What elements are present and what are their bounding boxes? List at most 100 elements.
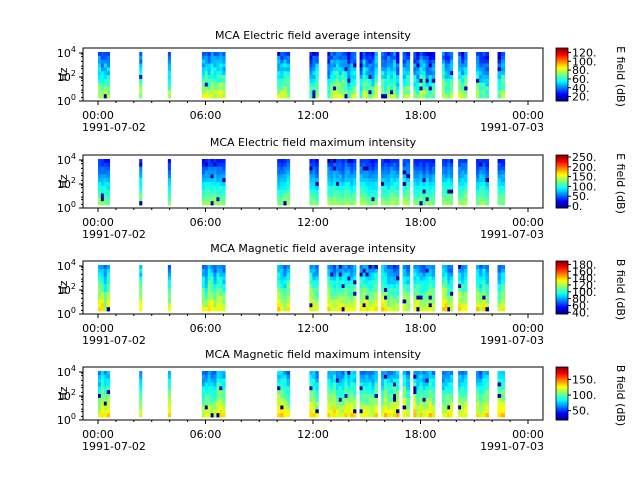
spectrogram-cell [479, 178, 483, 183]
spectrogram-cell [413, 394, 417, 399]
spectrogram-cell [359, 303, 363, 308]
spectrogram-cell [419, 193, 423, 198]
spectrogram-cell [390, 159, 394, 164]
spectrogram-cell [419, 55, 423, 61]
spectrogram-cell [207, 295, 212, 300]
spectrogram-cell [350, 409, 354, 414]
spectrogram-cell [98, 75, 102, 80]
spectrogram-cell [222, 299, 226, 304]
spectrogram-cell [371, 166, 375, 171]
spectrogram-cell [213, 189, 217, 194]
spectrogram-cell [476, 382, 480, 387]
spectrogram-cell [371, 59, 375, 64]
spectrogram-cell [365, 86, 369, 91]
spectrogram-cell [139, 401, 143, 406]
spectrogram-cell [464, 82, 468, 87]
spectrogram-cell [353, 397, 357, 403]
spectrogram-cell [396, 182, 400, 187]
spectrogram-cell [501, 59, 506, 64]
spectrogram-cell [338, 174, 343, 179]
spectrogram-cell [167, 90, 171, 95]
spectrogram-cell [422, 291, 427, 297]
spectrogram-cell [347, 82, 351, 87]
spectrogram-cell [277, 397, 281, 403]
spectrogram-cell [396, 413, 400, 418]
spectrogram-cell [350, 386, 354, 391]
spectrogram-cell [416, 303, 420, 308]
colorbar-segment [556, 296, 568, 299]
spectrogram-cell [333, 174, 337, 179]
spectrogram-cell [330, 63, 334, 68]
spectrogram-cell [482, 288, 486, 293]
spectrogram-cell [371, 67, 375, 72]
spectrogram-cell [387, 185, 391, 191]
spectrogram-cell [422, 401, 427, 406]
spectrogram-cell [476, 55, 480, 61]
spectrogram-cell [344, 197, 348, 202]
spectrogram-cell [387, 307, 391, 312]
spectrogram-cell [387, 162, 391, 168]
spectrogram-cell [100, 193, 105, 198]
spectrogram-cell [450, 284, 454, 289]
spectrogram-cell [402, 162, 407, 168]
spectrogram-cell [327, 174, 331, 179]
spectrogram-cell [219, 174, 223, 179]
spectrogram-cell [344, 272, 348, 277]
spectrogram-cell [312, 295, 316, 300]
spectrogram-cell [312, 185, 316, 191]
spectrogram-cell [216, 378, 220, 383]
spectrogram-cell [100, 185, 105, 191]
spectrogram-cell [309, 197, 313, 202]
colorbar-segment [556, 168, 568, 170]
spectrogram-cell [167, 401, 171, 406]
spectrogram-cell [106, 162, 111, 168]
spectrogram-cell [390, 90, 394, 95]
panel-2: MCA Electric field maximum intensityHz10… [57, 136, 627, 241]
spectrogram-cell [384, 295, 388, 300]
spectrogram-cell [103, 159, 108, 164]
spectrogram-cell [216, 55, 220, 61]
spectrogram-cell [280, 55, 284, 61]
spectrogram-cell [280, 86, 284, 91]
spectrogram-cell [335, 182, 340, 187]
spectrogram-cell [381, 291, 385, 297]
spectrogram-cell [204, 94, 209, 99]
spectrogram-block [139, 159, 143, 206]
colorbar-segment [556, 378, 568, 381]
colorbar-segment [556, 276, 568, 279]
spectrogram-cell [315, 390, 319, 395]
spectrogram-cell [387, 295, 391, 300]
spectrogram-cell [283, 189, 287, 194]
spectrogram-cell [442, 295, 446, 300]
spectrogram-cell [464, 63, 468, 68]
spectrogram-cell [442, 288, 446, 293]
spectrogram-cell [365, 82, 369, 87]
spectrogram-cell [341, 67, 345, 72]
spectrogram-cell [330, 82, 334, 87]
spectrogram-cell [280, 378, 284, 383]
spectrogram-cell [461, 197, 465, 202]
spectrogram-cell [167, 284, 171, 289]
spectrogram-cell [393, 94, 397, 99]
spectrogram-cell [213, 265, 217, 270]
spectrogram-cell [371, 268, 375, 274]
spectrogram-cell [425, 174, 430, 179]
spectrogram-cell [402, 193, 407, 198]
spectrogram-cell [283, 197, 287, 202]
spectrogram-cell [461, 185, 465, 191]
spectrogram-cell [335, 386, 340, 391]
spectrogram-cell [344, 178, 348, 183]
spectrogram-cell [390, 284, 394, 289]
spectrogram-cell [201, 303, 206, 308]
spectrogram-cell [374, 295, 378, 300]
spectrogram-cell [347, 170, 351, 175]
spectrogram-cell [347, 280, 351, 285]
spectrogram-cell [277, 374, 281, 380]
spectrogram-cell [219, 55, 223, 61]
spectrogram-cell [476, 265, 480, 270]
spectrogram-cell [347, 63, 351, 68]
spectrogram-cell [485, 390, 489, 395]
spectrogram-cell [402, 272, 407, 277]
spectrogram-cell [402, 295, 407, 300]
spectrogram-cell [338, 52, 343, 57]
